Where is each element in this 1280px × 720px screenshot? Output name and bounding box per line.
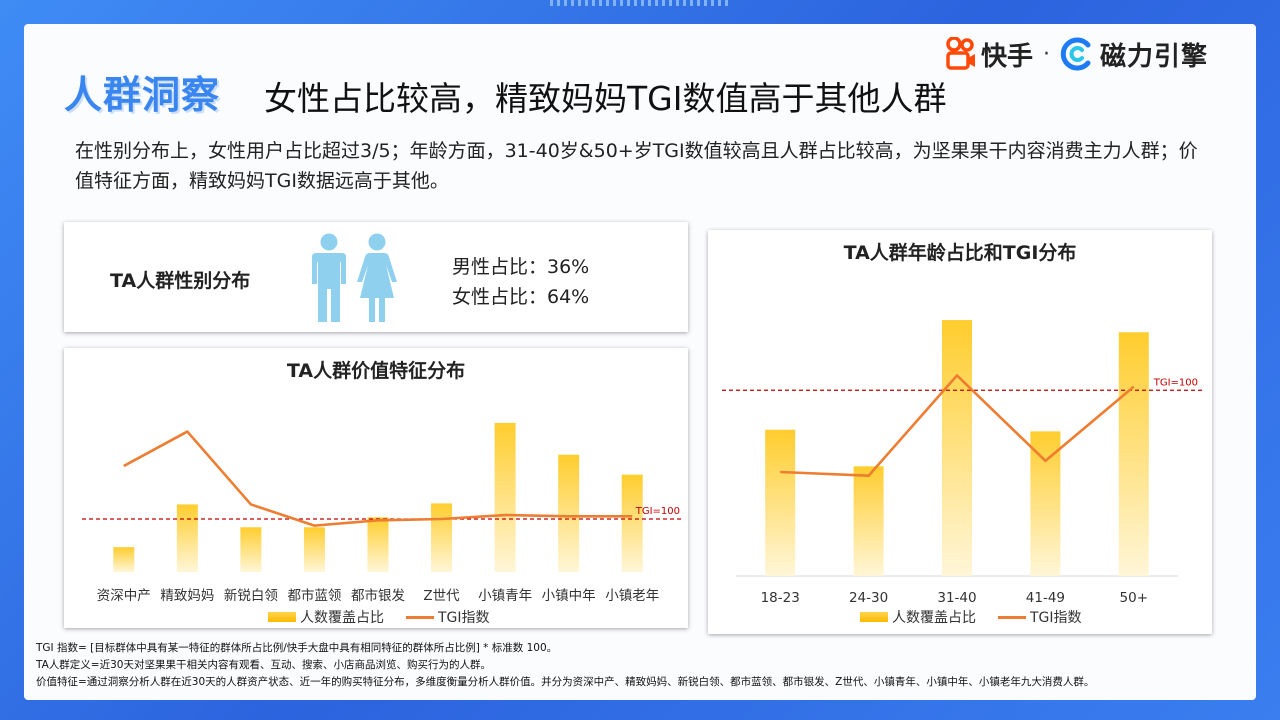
- category-label: 小镇青年: [478, 588, 532, 604]
- age-chart-title: TA人群年龄占比和TGI分布: [843, 242, 1077, 264]
- summary-paragraph: 在性别分布上，女性用户占比超过3/5；年龄方面，31-40岁&50+岁TGI数值…: [75, 140, 1198, 192]
- footnote-tgi: TGI 指数= [目标群体中具有某一特征的群体所占比例/快手大盘中具有相同特征的…: [36, 642, 558, 654]
- category-label: 精致妈妈: [160, 588, 214, 604]
- kuaishou-brand-text: 快手: [981, 41, 1034, 72]
- legend-bar-swatch: [268, 612, 296, 622]
- legend-line-label: TGI指数: [1030, 610, 1082, 626]
- category-label: 资深中产: [97, 588, 151, 604]
- legend-line-swatch: [406, 615, 434, 619]
- brand-logo: 快手 · 磁力引擎: [945, 34, 1208, 74]
- category-label: 都市银发: [351, 587, 405, 604]
- category-label: Z世代: [423, 588, 460, 604]
- bar-新锐白领: [240, 527, 262, 572]
- decorative-stripe: [550, 0, 730, 6]
- kuaishou-logo-icon: [946, 37, 975, 70]
- bar-都市银发: [367, 517, 389, 572]
- bar-小镇老年: [621, 474, 643, 572]
- legend-line-swatch: [998, 615, 1026, 619]
- age-chart-legend: 人数覆盖占比 TGI指数: [860, 607, 1082, 627]
- gender-panel-title: TA人群性别分布: [110, 270, 251, 292]
- bar-小镇中年: [558, 454, 580, 572]
- male-figure-icon: [312, 233, 346, 322]
- cili-engine-brand-text: 磁力引擎: [1100, 41, 1209, 72]
- cili-engine-logo-icon: [1060, 37, 1091, 71]
- bar-41-49: [1030, 431, 1061, 576]
- age-distribution-chart-panel: TA人群年龄占比和TGI分布 18-23 24-30 31-40 41-49 50+ TG…: [708, 230, 1212, 634]
- page-title: 人群洞察: [64, 73, 221, 117]
- legend-bar-swatch: [860, 612, 888, 622]
- value-chart-title: TA人群价值特征分布: [286, 360, 466, 382]
- bar-31-40: [942, 320, 972, 576]
- age-distribution-chart: 18-23 24-30 31-40 41-49 50+ TGI=100: [722, 320, 1202, 606]
- category-label: 小镇中年: [542, 588, 596, 604]
- category-label: 都市蓝领: [287, 587, 341, 604]
- bar-小镇青年: [494, 422, 516, 572]
- tgi-line: [123, 430, 633, 527]
- tgi-line: [780, 374, 1135, 478]
- footnote-ta-definition: TA人群定义=近30天对坚果果干相关内容有观看、互动、搜索、小店商品浏览、购买行…: [36, 659, 491, 671]
- bar-18-23: [765, 429, 796, 576]
- value-feature-chart-panel: TA人群价值特征分布 资深中产 精致妈妈 新锐白领 都市蓝领 都市银发 Z世代 小镇青年 小镇…: [64, 348, 688, 628]
- value-feature-chart: 资深中产 精致妈妈 新锐白领 都市蓝领 都市银发 Z世代 小镇青年 小镇中年 小镇老年 TGI=1…: [82, 422, 684, 604]
- tgi-reference-label: TGI=100: [635, 506, 680, 517]
- category-label: 24-30: [849, 590, 888, 606]
- category-label: 18-23: [761, 590, 800, 606]
- gender-distribution-panel: TA人群性别分布 男性占比：36% 女性占比：64%: [64, 222, 688, 332]
- value-chart-legend: 人数覆盖占比 TGI指数: [268, 607, 490, 627]
- bar-24-30: [853, 466, 884, 576]
- bar-资深中产: [113, 547, 135, 572]
- category-label: 41-49: [1026, 590, 1065, 606]
- legend-bar-label: 人数覆盖占比: [300, 610, 384, 626]
- bar-Z世代: [431, 503, 453, 572]
- tgi-reference-label: TGI=100: [1153, 377, 1198, 388]
- category-label: 小镇老年: [605, 588, 659, 604]
- bar-50+: [1118, 332, 1149, 576]
- male-share-text: 男性占比：36%: [452, 256, 590, 278]
- female-share-text: 女性占比：64%: [452, 286, 590, 308]
- page-subtitle: 女性占比较高，精致妈妈TGI数值高于其他人群: [264, 79, 947, 118]
- footnote-value-feature: 价值特征=通过洞察分析人群在近30天的人群资产状态、近一年的购买特征分布，多维度…: [36, 676, 1095, 688]
- female-figure-icon: [357, 233, 397, 322]
- gender-stats: 男性占比：36% 女性占比：64%: [452, 252, 589, 312]
- category-label: 50+: [1120, 590, 1149, 606]
- bar-精致妈妈: [176, 504, 198, 572]
- legend-bar-label: 人数覆盖占比: [892, 610, 976, 626]
- category-label: 新锐白领: [224, 588, 278, 604]
- footnotes: TGI 指数= [目标群体中具有某一特征的群体所占比例/快手大盘中具有相同特征的…: [36, 640, 1256, 691]
- bar-都市蓝领: [303, 527, 325, 572]
- legend-line-label: TGI指数: [438, 610, 490, 626]
- brand-separator: ·: [1043, 41, 1051, 67]
- category-label: 31-40: [937, 590, 976, 606]
